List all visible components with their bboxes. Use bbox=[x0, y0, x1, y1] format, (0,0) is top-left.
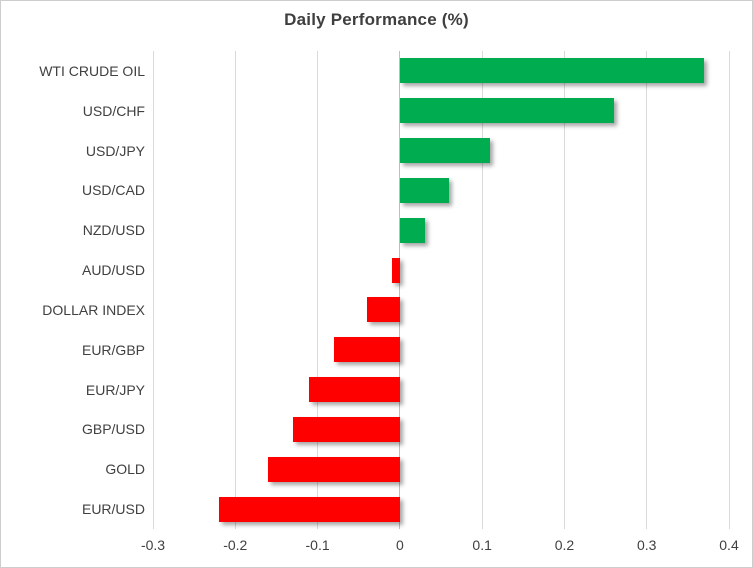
bar-wti-crude-oil bbox=[399, 58, 705, 84]
gridline bbox=[728, 51, 730, 529]
gridline bbox=[317, 51, 319, 529]
value-axis: -0.3 -0.2 -0.1 0 0.1 0.2 0.3 0.4 bbox=[141, 537, 739, 559]
x-tick-label: -0.3 bbox=[140, 537, 166, 553]
plot-area bbox=[152, 51, 730, 529]
bar-eur-usd bbox=[218, 496, 400, 522]
x-tick-label: 0.3 bbox=[636, 537, 657, 553]
x-tick-label: -0.1 bbox=[305, 537, 330, 553]
bar-gbp-usd bbox=[292, 416, 400, 442]
bar-aud-usd bbox=[391, 257, 400, 283]
category-axis: WTI CRUDE OIL USD/CHF USD/JPY USD/CAD NZD/US… bbox=[1, 51, 145, 529]
zero-axis-line bbox=[399, 51, 401, 529]
x-tick-label: -0.2 bbox=[223, 537, 248, 553]
bar-usd-chf bbox=[399, 98, 614, 124]
bar-eur-gbp bbox=[334, 337, 400, 363]
x-tick-label: 0.2 bbox=[554, 537, 575, 553]
bar-usd-jpy bbox=[399, 138, 491, 164]
gridline bbox=[152, 51, 154, 529]
bar-dollar-index bbox=[366, 297, 400, 323]
gridline bbox=[481, 51, 483, 529]
category-label: USD/JPY bbox=[85, 142, 145, 159]
bar-nzd-usd bbox=[399, 217, 425, 243]
gridline bbox=[234, 51, 236, 529]
category-label: WTI CRUDE OIL bbox=[39, 62, 145, 79]
category-label: EUR/JPY bbox=[85, 381, 145, 398]
category-label: USD/CHF bbox=[82, 102, 145, 119]
chart-title: Daily Performance (%) bbox=[284, 10, 469, 29]
category-label: NZD/USD bbox=[82, 222, 145, 239]
bar-eur-jpy bbox=[309, 377, 400, 403]
bar-gold bbox=[268, 456, 400, 482]
category-label: EUR/GBP bbox=[81, 341, 145, 358]
category-label: AUD/USD bbox=[81, 262, 145, 279]
category-label: EUR/USD bbox=[81, 501, 145, 518]
gridline bbox=[646, 51, 648, 529]
category-label: GOLD bbox=[105, 461, 145, 478]
x-tick-label: 0 bbox=[395, 537, 404, 553]
x-tick-label: 0.4 bbox=[719, 537, 739, 553]
x-tick-label: 0.1 bbox=[472, 537, 492, 553]
bar-usd-cad bbox=[399, 177, 450, 203]
gridline bbox=[563, 51, 565, 529]
category-label: DOLLAR INDEX bbox=[42, 301, 145, 318]
category-label: USD/CAD bbox=[81, 182, 145, 199]
category-label: GBP/USD bbox=[81, 421, 145, 438]
